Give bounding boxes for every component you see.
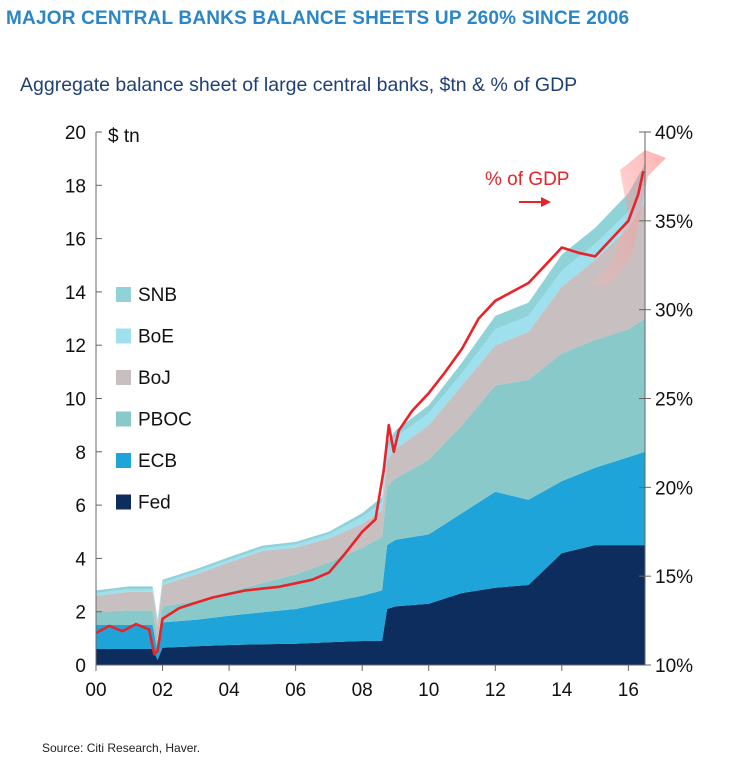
legend: SNB BoE BoJ PBOC ECB Fed: [116, 285, 192, 514]
y-right-tick-label: 20%: [655, 478, 693, 499]
y-left-tick-label: 6: [75, 496, 86, 517]
axes: 0246810121416182010%15%20%25%30%35%40%00…: [65, 123, 693, 701]
y-right-tick-label: 10%: [655, 656, 693, 677]
x-tick-label: 00: [85, 680, 106, 701]
x-tick-label: 08: [352, 680, 373, 701]
y-left-tick-label: 12: [65, 336, 86, 357]
x-tick-label: 10: [418, 680, 439, 701]
y-left-tick-label: 8: [75, 443, 86, 464]
gdp-annotation: % of GDP: [485, 169, 569, 190]
legend-swatch-snb: [116, 287, 131, 302]
chart-title: Aggregate balance sheet of large central…: [20, 74, 578, 96]
legend-swatch-boj: [116, 370, 131, 385]
y-right-tick-label: 30%: [655, 301, 693, 322]
legend-label-boj: BoJ: [138, 368, 171, 389]
y-right-tick-label: 40%: [655, 123, 693, 144]
legend-label-snb: SNB: [138, 285, 177, 306]
legend-swatch-boe: [116, 328, 131, 344]
area-pboc: [96, 318, 645, 652]
legend-swatch-pboc: [116, 411, 131, 427]
x-tick-label: 06: [285, 680, 306, 701]
x-tick-label: 02: [152, 680, 173, 701]
y-left-tick-label: 16: [65, 230, 86, 251]
annotation-arrow-icon: [519, 197, 551, 207]
y-left-tick-label: 4: [75, 549, 86, 570]
y-left-tick-label: 2: [75, 603, 86, 624]
x-tick-label: 16: [618, 680, 639, 701]
legend-label-pboc: PBOC: [138, 410, 192, 431]
area-boj: [96, 201, 645, 642]
x-tick-label: 04: [219, 680, 241, 701]
y-left-unit-label: $ tn: [108, 126, 140, 147]
gdp-line: [95, 170, 645, 656]
legend-label-boe: BoE: [138, 327, 174, 348]
y-left-tick-label: 18: [65, 176, 86, 197]
y-right-tick-label: 35%: [655, 212, 693, 233]
area-ecb: [96, 451, 645, 660]
legend-swatch-fed: [116, 494, 131, 510]
legend-label-fed: Fed: [138, 493, 171, 514]
y-left-tick-label: 14: [65, 283, 87, 304]
source-note: Source: Citi Research, Haver.: [42, 741, 201, 755]
stacked-areas: [96, 164, 645, 665]
y-left-tick-label: 10: [65, 390, 86, 411]
y-right-tick-label: 25%: [655, 390, 693, 411]
area-fed: [96, 545, 645, 665]
legend-swatch-ecb: [116, 453, 131, 468]
x-tick-label: 12: [485, 680, 506, 701]
y-left-tick-label: 20: [65, 123, 86, 144]
y-left-tick-label: 0: [75, 656, 86, 677]
headline: MAJOR CENTRAL BANKS BALANCE SHEETS UP 26…: [6, 8, 630, 29]
y-right-tick-label: 15%: [655, 567, 693, 588]
legend-label-ecb: ECB: [138, 451, 177, 472]
x-tick-label: 14: [551, 680, 573, 701]
trend-arrow-icon: [590, 150, 666, 285]
